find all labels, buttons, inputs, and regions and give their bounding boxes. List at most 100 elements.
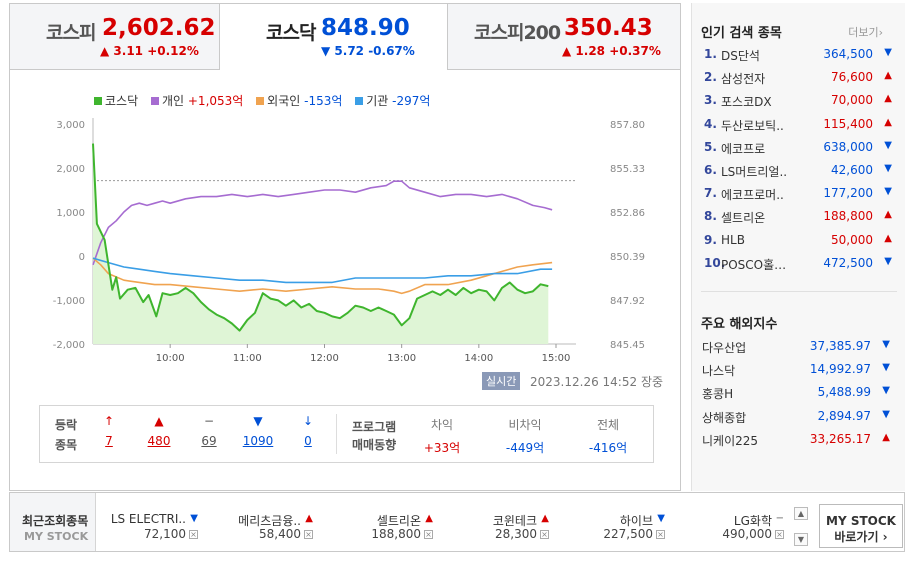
scroll-down-button[interactable]: ▼ xyxy=(794,533,808,546)
left-axis-tick: -2,000 xyxy=(53,340,85,351)
flat-icon: − xyxy=(775,513,784,524)
mystock-go-line1: MY STOCK xyxy=(826,514,896,528)
remove-icon[interactable]: × xyxy=(424,530,433,539)
recent-stock-name[interactable]: 코윈테크 xyxy=(492,514,537,528)
tab-kospi-name: 코스피 xyxy=(46,22,96,44)
world-index-name[interactable]: 니케이225 xyxy=(702,433,759,448)
down-triangle-icon: ▼ xyxy=(884,186,892,198)
recent-stock-name[interactable]: LS ELECTRI.. xyxy=(110,512,186,526)
falling-count[interactable]: 1090 xyxy=(242,434,274,448)
popular-name[interactable]: 삼성전자 xyxy=(721,72,766,87)
remove-icon[interactable]: × xyxy=(304,530,313,539)
recent-stock-item[interactable]: LG화학 −490,000 × xyxy=(676,512,786,548)
tab-kosdaq-value: 848.90 xyxy=(321,15,410,41)
popular-item[interactable]: 4. 두산로보틱.. 115,400 ▲ xyxy=(704,117,894,140)
timestamp-value: 2023.12.26 14:52 xyxy=(530,375,638,389)
program-total: 전체 -416억 xyxy=(573,416,643,456)
popular-item[interactable]: 5. 에코프로 638,000 ▼ xyxy=(704,140,894,163)
recent-stock-name[interactable]: LG화학 xyxy=(733,514,772,528)
world-index-item[interactable]: 홍콩H 5,488.99 ▼ xyxy=(702,385,892,408)
popular-rank: 4. xyxy=(704,116,717,131)
legend-value-institution: -297억 xyxy=(392,94,431,108)
program-arbitrage-value: +33억 xyxy=(423,441,461,455)
flat-count[interactable]: 69 xyxy=(201,434,217,448)
recent-stock-name[interactable]: 셀트리온 xyxy=(376,514,421,528)
popular-name[interactable]: LS머트리얼.. xyxy=(721,165,788,179)
legend-swatch-kosdaq xyxy=(94,97,102,105)
popular-title: 인기 검색 종목 xyxy=(701,26,782,41)
popular-name[interactable]: 에코프로머.. xyxy=(721,188,784,203)
series-individual xyxy=(92,180,553,266)
recent-stock-item[interactable]: 하이브 ▼ 227,500 × xyxy=(557,512,667,548)
more-link[interactable]: 더보기› xyxy=(848,26,883,39)
program-arbitrage: 차익 +33억 xyxy=(407,416,477,456)
realtime-badge[interactable]: 실시간 xyxy=(482,372,521,390)
popular-name[interactable]: 두산로보틱.. xyxy=(721,118,784,133)
popular-name[interactable]: DS단석 xyxy=(721,49,760,63)
mystock-go-line2: 바로가기 › xyxy=(834,530,888,544)
popular-item[interactable]: 9. HLB 50,000 ▲ xyxy=(704,233,894,256)
remove-icon[interactable]: × xyxy=(775,530,784,539)
popular-rank: 10. xyxy=(704,255,726,270)
world-index-item[interactable]: 다우산업 37,385.97 ▼ xyxy=(702,339,892,362)
popular-item[interactable]: 2. 삼성전자 76,600 ▲ xyxy=(704,70,894,93)
recent-stock-item[interactable]: 셀트리온 ▲ 188,800 × xyxy=(325,512,435,548)
program-non-arbitrage-value: -449억 xyxy=(505,441,545,455)
mystock-go-button[interactable]: MY STOCK 바로가기 › xyxy=(819,504,903,548)
popular-name[interactable]: POSCO홀… xyxy=(721,257,787,272)
remove-icon[interactable]: × xyxy=(540,530,549,539)
legend-institution: 기관 -297억 xyxy=(355,94,430,108)
up-triangle-icon: ▲ xyxy=(882,431,890,443)
popular-item[interactable]: 8. 셀트리온 188,800 ▲ xyxy=(704,209,894,232)
world-index-item[interactable]: 니케이225 33,265.17 ▲ xyxy=(702,432,892,455)
popular-rank: 1. xyxy=(704,47,717,61)
recent-stock-item[interactable]: 메리츠금융.. ▲ 58,400 × xyxy=(205,512,315,548)
world-index-name[interactable]: 나스닥 xyxy=(702,364,736,379)
popular-name[interactable]: 에코프로 xyxy=(721,141,766,156)
left-axis-tick: 3,000 xyxy=(56,120,85,131)
popular-item[interactable]: 1. DS단석 364,500 ▼ xyxy=(704,47,894,70)
legend-value-foreign: -153억 xyxy=(304,94,343,108)
popular-item[interactable]: 10. POSCO홀… 472,500 ▼ xyxy=(704,256,894,279)
world-index-item[interactable]: 나스닥 14,992.97 ▼ xyxy=(702,362,892,385)
legend-value-individual: +1,053억 xyxy=(187,94,244,108)
recent-stock-item[interactable]: LS ELECTRI.. ▼ 72,100 × xyxy=(90,512,200,548)
popular-price: 115,400 xyxy=(823,116,873,131)
recent-stock-price: 58,400 xyxy=(259,527,301,541)
popular-item[interactable]: 3. 포스코DX 70,000 ▲ xyxy=(704,93,894,116)
rising-count[interactable]: 480 xyxy=(147,434,171,448)
world-title: 주요 해외지수 xyxy=(701,317,778,332)
remove-icon[interactable]: × xyxy=(189,530,198,539)
series-kosdaq-area xyxy=(93,143,549,344)
legend-label-individual: 개인 xyxy=(161,94,185,108)
flat-icon: − xyxy=(203,414,215,428)
right-axis-tick: 857.80 xyxy=(610,120,645,131)
tab-kosdaq[interactable]: 코스닥 848.90 ▼ 5.72 -0.67% xyxy=(220,4,448,70)
popular-name[interactable]: 셀트리온 xyxy=(721,211,766,226)
popular-name[interactable]: HLB xyxy=(721,232,745,247)
scroll-up-button[interactable]: ▲ xyxy=(794,507,808,520)
lower-limit-count[interactable]: 0 xyxy=(304,434,312,448)
mystock-label[interactable]: MY STOCK xyxy=(24,530,89,543)
popular-item[interactable]: 7. 에코프로머.. 177,200 ▼ xyxy=(704,186,894,209)
popular-name[interactable]: 포스코DX xyxy=(721,95,772,110)
world-index-name[interactable]: 다우산업 xyxy=(702,341,747,355)
tab-kospi[interactable]: 코스피 2,602.62 ▲ 3.11 +0.12% xyxy=(10,4,220,70)
tab-kospi200[interactable]: 코스피200 350.43 ▲ 1.28 +0.37% xyxy=(448,4,680,70)
world-index-name[interactable]: 상해종합 xyxy=(702,410,747,425)
world-index-value: 33,265.17 xyxy=(809,431,871,446)
world-index-item[interactable]: 상해종합 2,894.97 ▼ xyxy=(702,409,892,432)
stats-label-1: 등락 xyxy=(55,418,78,432)
recent-stock-name[interactable]: 하이브 xyxy=(619,514,653,528)
recent-stock-item[interactable]: 코윈테크 ▲ 28,300 × xyxy=(441,512,551,548)
up-triangle-icon: ▲ xyxy=(305,513,313,524)
left-axis-tick: 1,000 xyxy=(56,208,85,219)
program-label-1: 프로그램 xyxy=(352,420,397,434)
popular-item[interactable]: 6. LS머트리얼.. 42,600 ▼ xyxy=(704,163,894,186)
tab-kospi200-name: 코스피200 xyxy=(474,22,561,44)
popular-price: 364,500 xyxy=(823,47,873,61)
world-index-name[interactable]: 홍콩H xyxy=(702,387,734,402)
remove-icon[interactable]: × xyxy=(656,530,665,539)
recent-stock-name[interactable]: 메리츠금융.. xyxy=(238,514,301,528)
upper-limit-count[interactable]: 7 xyxy=(105,434,113,448)
